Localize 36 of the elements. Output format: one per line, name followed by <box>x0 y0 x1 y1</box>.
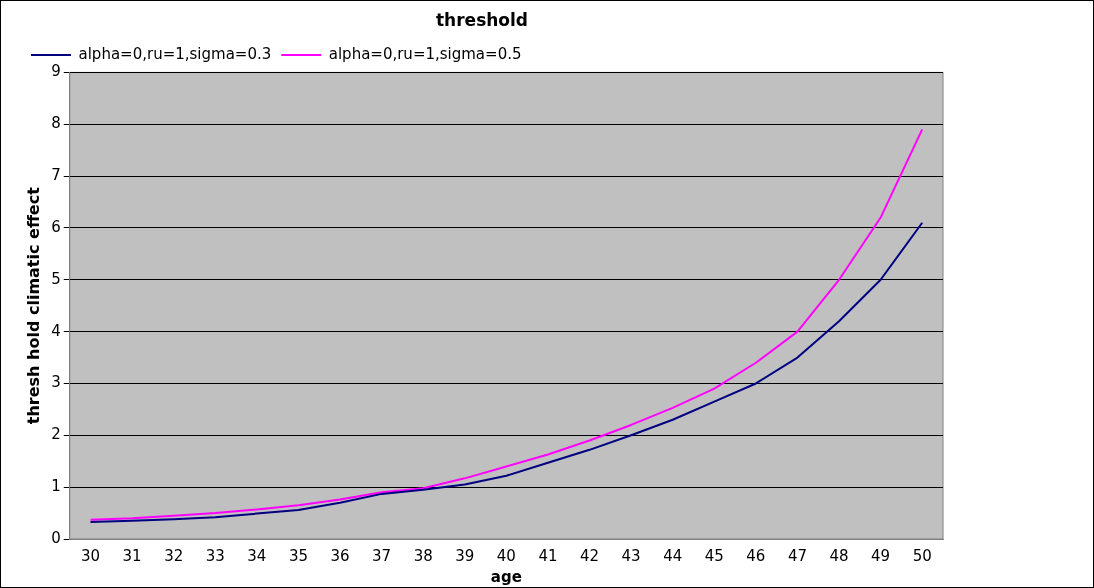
x-tick-label: 50 <box>912 546 932 565</box>
x-tick-label: 45 <box>704 546 724 565</box>
legend-label: alpha=0,ru=1,sigma=0.5 <box>328 44 522 63</box>
y-tick-label: 5 <box>51 269 61 288</box>
x-tick-label: 32 <box>164 546 184 565</box>
y-tick-label: 8 <box>51 114 61 133</box>
y-tick-label: 2 <box>51 425 61 444</box>
x-tick-label: 34 <box>247 546 267 565</box>
x-tick-label: 30 <box>80 546 101 565</box>
x-tick-label: 38 <box>413 546 433 565</box>
x-tick-label: 47 <box>787 546 807 565</box>
y-tick-label: 6 <box>51 217 61 236</box>
y-tick-label: 1 <box>51 477 61 496</box>
y-tick-label: 7 <box>51 165 61 184</box>
y-tick-label: 9 <box>51 62 61 81</box>
y-tick-label: 3 <box>51 373 61 392</box>
y-tick-label: 0 <box>51 528 61 547</box>
x-tick-label: 42 <box>579 546 600 565</box>
x-tick-label: 31 <box>122 546 142 565</box>
x-tick-label: 35 <box>288 546 308 565</box>
x-tick-label: 37 <box>372 546 392 565</box>
legend-label: alpha=0,ru=1,sigma=0.3 <box>78 44 272 63</box>
x-tick-label: 49 <box>871 546 891 565</box>
x-tick-label: 43 <box>621 546 641 565</box>
x-tick-label: 36 <box>330 546 350 565</box>
chart-title: threshold <box>435 9 529 30</box>
x-tick-label: 44 <box>663 546 683 565</box>
y-axis-title: thresh hold climatic effect <box>23 186 43 425</box>
x-tick-label: 33 <box>205 546 225 565</box>
y-tick-label: 4 <box>51 321 61 340</box>
x-tick-label: 41 <box>538 546 558 565</box>
x-tick-label: 39 <box>455 546 475 565</box>
x-tick-label: 46 <box>746 546 766 565</box>
x-axis-title: age <box>490 567 522 586</box>
x-tick-label: 40 <box>496 546 516 565</box>
x-tick-label: 48 <box>829 546 849 565</box>
